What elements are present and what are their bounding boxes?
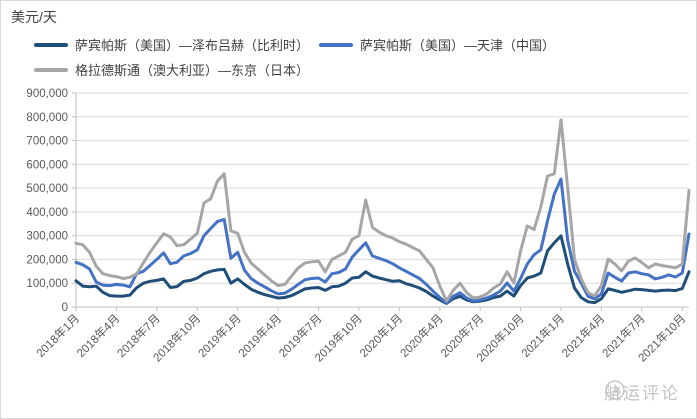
legend: 萨宾帕斯（美国）—泽布吕赫（比利时） 萨宾帕斯（美国）—天津（中国） 格拉德斯通… xyxy=(34,32,565,82)
y-axis-label: 900,000 xyxy=(26,88,68,100)
watermark: 航运评论 xyxy=(604,379,680,404)
series-line-2 xyxy=(74,118,691,303)
y-axis-label: 100,000 xyxy=(26,278,68,290)
x-axis-label: 2018年4月 xyxy=(74,311,123,360)
x-axis-label: 2018年1月 xyxy=(33,311,82,360)
ship-badge-icon xyxy=(605,380,625,400)
x-axis-label: 2021年1月 xyxy=(518,311,567,360)
y-axis-label: 200,000 xyxy=(26,254,68,266)
legend-label: 萨宾帕斯（美国）—天津（中国） xyxy=(360,38,556,53)
y-axis-label: 500,000 xyxy=(26,183,68,195)
series-line-0 xyxy=(74,234,691,305)
legend-marker-gray-icon xyxy=(34,67,68,72)
y-axis-label: 800,000 xyxy=(26,112,68,124)
legend-item-tokyo: 格拉德斯通（澳大利亚）—东京（日本） xyxy=(34,60,309,79)
x-axis-label: 2020年4月 xyxy=(397,311,446,360)
y-axis-unit-label: 美元/天 xyxy=(11,9,57,25)
legend-item-tianjin: 萨宾帕斯（美国）—天津（中国） xyxy=(319,35,555,54)
x-axis-label: 2019年4月 xyxy=(235,311,284,360)
y-axis-label: 0 xyxy=(62,302,68,314)
series-line-1 xyxy=(74,177,691,305)
y-axis-label: 300,000 xyxy=(26,231,68,243)
x-axis-label: 2020年1月 xyxy=(357,311,406,360)
watermark-text: 航运评论 xyxy=(604,384,680,403)
x-axis-label: 2021年4月 xyxy=(559,311,608,360)
x-axis-label: 2019年1月 xyxy=(195,311,244,360)
legend-marker-blue-icon xyxy=(319,42,354,47)
legend-marker-navy-icon xyxy=(34,42,68,47)
y-axis-label: 600,000 xyxy=(26,159,68,171)
legend-row: 格拉德斯通（澳大利亚）—东京（日本） xyxy=(34,57,565,82)
legend-label: 萨宾帕斯（美国）—泽布吕赫（比利时） xyxy=(75,38,310,53)
legend-row: 萨宾帕斯（美国）—泽布吕赫（比利时） 萨宾帕斯（美国）—天津（中国） xyxy=(34,32,565,57)
y-axis-label: 400,000 xyxy=(26,207,68,219)
y-axis-label: 700,000 xyxy=(26,136,68,148)
legend-label: 格拉德斯通（澳大利亚）—东京（日本） xyxy=(75,63,310,78)
legend-item-zeebrugge: 萨宾帕斯（美国）—泽布吕赫（比利时） xyxy=(34,35,309,54)
